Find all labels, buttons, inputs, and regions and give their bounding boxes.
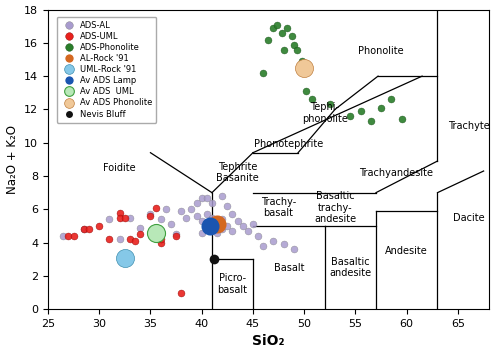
Text: Foidite: Foidite (104, 163, 136, 173)
Text: Basalt: Basalt (274, 263, 304, 273)
Text: Tephrite
Basanite: Tephrite Basanite (216, 162, 259, 183)
Text: Phonolite: Phonolite (358, 46, 404, 56)
Text: Basaltic
andesite: Basaltic andesite (330, 257, 372, 278)
Text: Dacite: Dacite (453, 213, 484, 223)
Legend: ADS-AL, ADS-UML, ADS-Phonolite, AL-Rock '91, UML-Rock '91, Av ADS Lamp, Av ADS  : ADS-AL, ADS-UML, ADS-Phonolite, AL-Rock … (56, 17, 156, 123)
Text: Trachyte: Trachyte (448, 121, 490, 131)
Text: Trachy-
basalt: Trachy- basalt (261, 197, 296, 218)
X-axis label: SiO₂: SiO₂ (252, 335, 284, 348)
Text: Picro-
basalt: Picro- basalt (218, 273, 248, 295)
Y-axis label: Na₂O + K₂O: Na₂O + K₂O (6, 125, 18, 194)
Text: Phonotephrite: Phonotephrite (254, 139, 324, 149)
Text: Trachyandesite: Trachyandesite (360, 168, 434, 178)
Text: Basaltic
trachy-
andesite: Basaltic trachy- andesite (314, 191, 356, 224)
Text: Tephi-
phonolite: Tephi- phonolite (302, 102, 348, 124)
Text: Andesite: Andesite (386, 246, 428, 256)
